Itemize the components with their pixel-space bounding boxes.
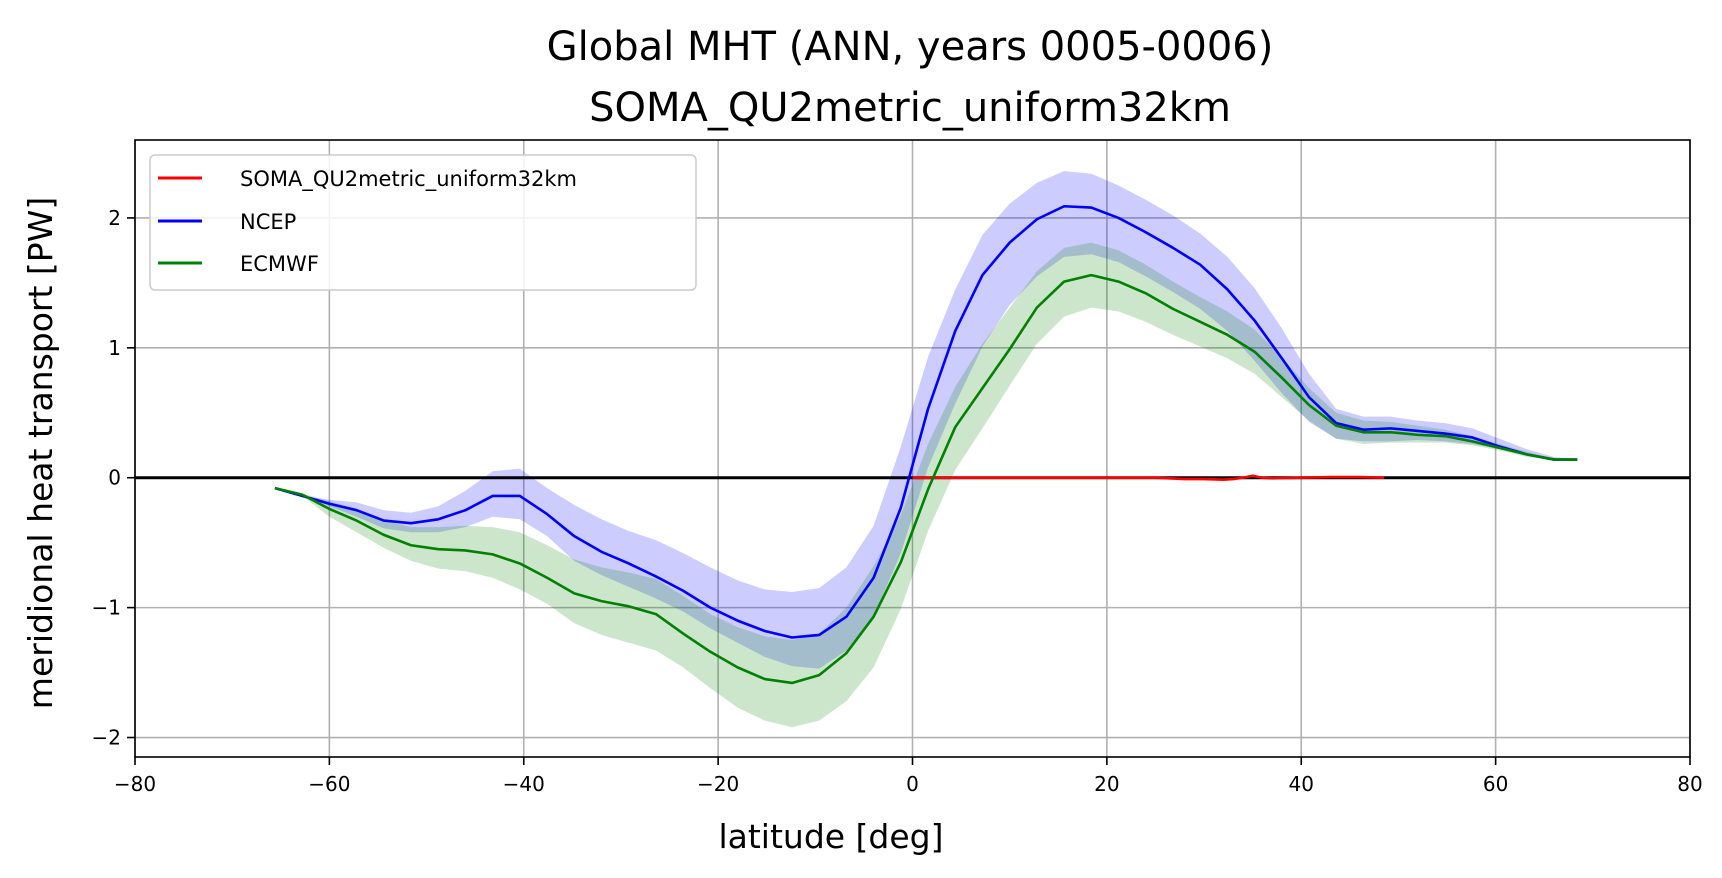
band-ecmwf xyxy=(274,242,1578,728)
legend-label-soma: SOMA_QU2metric_uniform32km xyxy=(240,167,577,192)
series-line-0 xyxy=(912,474,1384,481)
legend: SOMA_QU2metric_uniform32km NCEP ECMWF xyxy=(149,154,697,291)
series-line-1 xyxy=(274,204,1578,639)
y-tick-label: 0 xyxy=(108,466,121,490)
axis-ticks: −80 −60 −40 −20 0 20 40 60 80 −2 −1 0 1 2 xyxy=(92,206,1703,796)
x-tick-label: −40 xyxy=(503,772,545,796)
y-axis-label: meridional heat transport [PW] xyxy=(21,197,60,709)
x-axis-label: latitude [deg] xyxy=(718,817,943,856)
x-tick-label: 60 xyxy=(1483,772,1508,796)
x-tick-label: 20 xyxy=(1094,772,1119,796)
y-tick-label: 1 xyxy=(108,336,121,360)
legend-box xyxy=(149,154,697,291)
y-tick-label: −2 xyxy=(92,726,121,750)
x-tick-label: 40 xyxy=(1289,772,1314,796)
chart-title: Global MHT (ANN, years 0005-0006) xyxy=(547,24,1274,70)
x-tick-label: −60 xyxy=(308,772,350,796)
x-tick-label: −20 xyxy=(697,772,739,796)
series-line-2 xyxy=(274,273,1578,685)
x-tick-label: 80 xyxy=(1677,772,1702,796)
x-tick-label: −80 xyxy=(114,772,156,796)
chart-subtitle: SOMA_QU2metric_uniform32km xyxy=(589,85,1231,131)
series-lines xyxy=(274,204,1578,685)
legend-label-ncep: NCEP xyxy=(240,210,296,234)
x-tick-label: 0 xyxy=(906,772,919,796)
legend-label-ecmwf: ECMWF xyxy=(240,252,319,276)
y-tick-label: 2 xyxy=(108,206,121,230)
y-tick-label: −1 xyxy=(92,596,121,620)
